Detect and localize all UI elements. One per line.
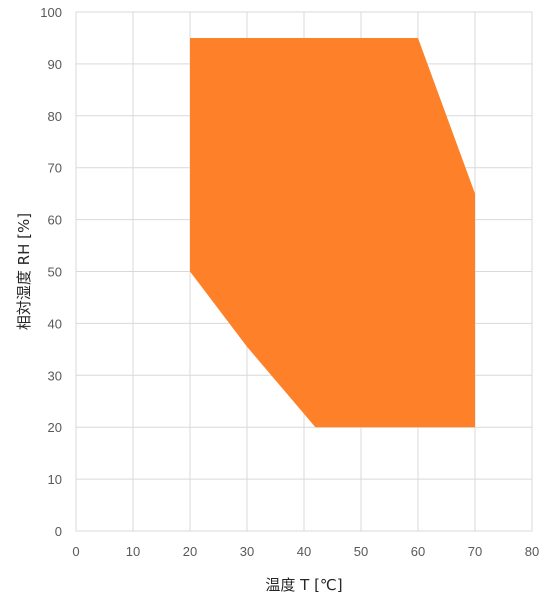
- y-tick-label: 20: [48, 420, 62, 435]
- plot-frame: [75, 11, 533, 532]
- y-tick-label: 100: [40, 5, 62, 20]
- x-tick-label: 20: [183, 544, 197, 559]
- y-tick-label: 0: [55, 524, 62, 539]
- y-tick-label: 40: [48, 316, 62, 331]
- y-tick-label: 70: [48, 161, 62, 176]
- x-tick-label: 60: [411, 544, 425, 559]
- x-axis-title: 温度 T [℃]: [265, 576, 342, 594]
- y-tick-label: 90: [48, 57, 62, 72]
- x-tick-label: 0: [72, 544, 79, 559]
- x-tick-label: 30: [240, 544, 254, 559]
- series-layer: [190, 37, 475, 428]
- y-tick-label: 80: [48, 109, 62, 124]
- y-tick-label: 30: [48, 368, 62, 383]
- series-area: [190, 37, 475, 428]
- y-tick-label: 10: [48, 472, 62, 487]
- y-tick-label: 60: [48, 213, 62, 228]
- x-tick-label: 80: [525, 544, 539, 559]
- x-tick-label: 40: [297, 544, 311, 559]
- y-tick-label: 50: [48, 265, 62, 280]
- y-axis-title: 相対湿度 RH [%]: [15, 213, 33, 330]
- x-axis-ticks: 0 10 20 30 40 50 60 70 80: [72, 544, 539, 559]
- x-tick-label: 70: [468, 544, 482, 559]
- x-tick-label: 10: [126, 544, 140, 559]
- y-axis-ticks: 0 10 20 30 40 50 60 70 80 90 100: [40, 5, 62, 539]
- x-tick-label: 50: [354, 544, 368, 559]
